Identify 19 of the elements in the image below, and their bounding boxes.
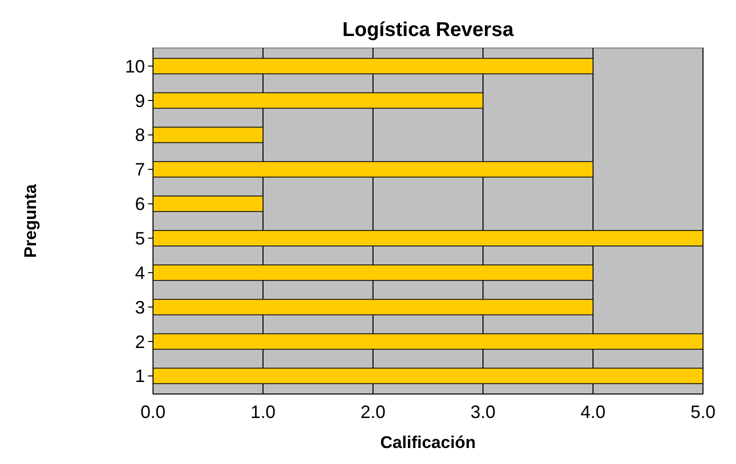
y-tick-label: 2: [134, 332, 145, 352]
y-tick-label: 8: [134, 125, 145, 146]
x-tick-label: 1.0: [250, 402, 276, 422]
chart-title: Logística Reversa: [342, 19, 514, 41]
x-tick-label: 3.0: [470, 402, 496, 422]
x-axis-title: Calificación: [380, 433, 476, 452]
x-tick-label: 4.0: [580, 402, 606, 422]
y-tick-label: 4: [134, 262, 145, 283]
y-tick-label: 3: [134, 297, 145, 318]
x-tick-label: 2.0: [360, 402, 386, 422]
y-tick-label: 6: [134, 194, 145, 214]
y-tick-label: 1: [134, 366, 145, 386]
y-tick-label: 7: [134, 160, 145, 180]
y-tick-label: 9: [134, 90, 145, 111]
x-tick-label: 5.0: [690, 402, 716, 422]
x-tick-label: 0.0: [140, 402, 166, 422]
y-tick-label: 5: [134, 228, 145, 249]
y-axis-title: Pregunta: [21, 184, 40, 258]
y-tick-label: 10: [124, 56, 145, 76]
